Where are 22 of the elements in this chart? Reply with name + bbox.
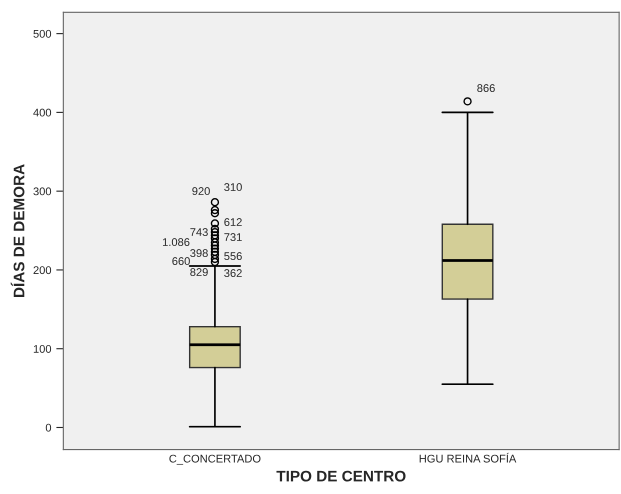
y-axis-title: DÍAS DE DEMORA [10, 164, 24, 297]
annotation: 612 [224, 218, 242, 226]
annotation: 660 [172, 257, 190, 266]
annotation: 556 [224, 252, 242, 260]
y-tick-label: 400 [33, 108, 52, 117]
annotation: 310 [224, 183, 242, 192]
annotation: 362 [224, 269, 242, 278]
y-tick-label: 500 [33, 30, 52, 38]
y-tick-label: 200 [34, 266, 52, 274]
annotation: 398 [190, 249, 208, 258]
x-tick-label: HGU REINA SOFÍA [420, 452, 516, 463]
y-tick-label: 100 [34, 344, 52, 353]
annotation: 1.086 [162, 238, 190, 246]
y-tick-label: 0 [46, 424, 52, 432]
annotation: 920 [192, 187, 210, 196]
annotation: 829 [190, 268, 208, 276]
x-tick-label: C_CONCERTADO [169, 454, 260, 465]
y-tick-label: 300 [33, 187, 52, 196]
annotation: 743 [190, 228, 208, 236]
x-axis-title: TIPO DE CENTRO [276, 470, 406, 482]
annotation: 866 [477, 84, 495, 92]
annotation: 731 [224, 233, 242, 242]
